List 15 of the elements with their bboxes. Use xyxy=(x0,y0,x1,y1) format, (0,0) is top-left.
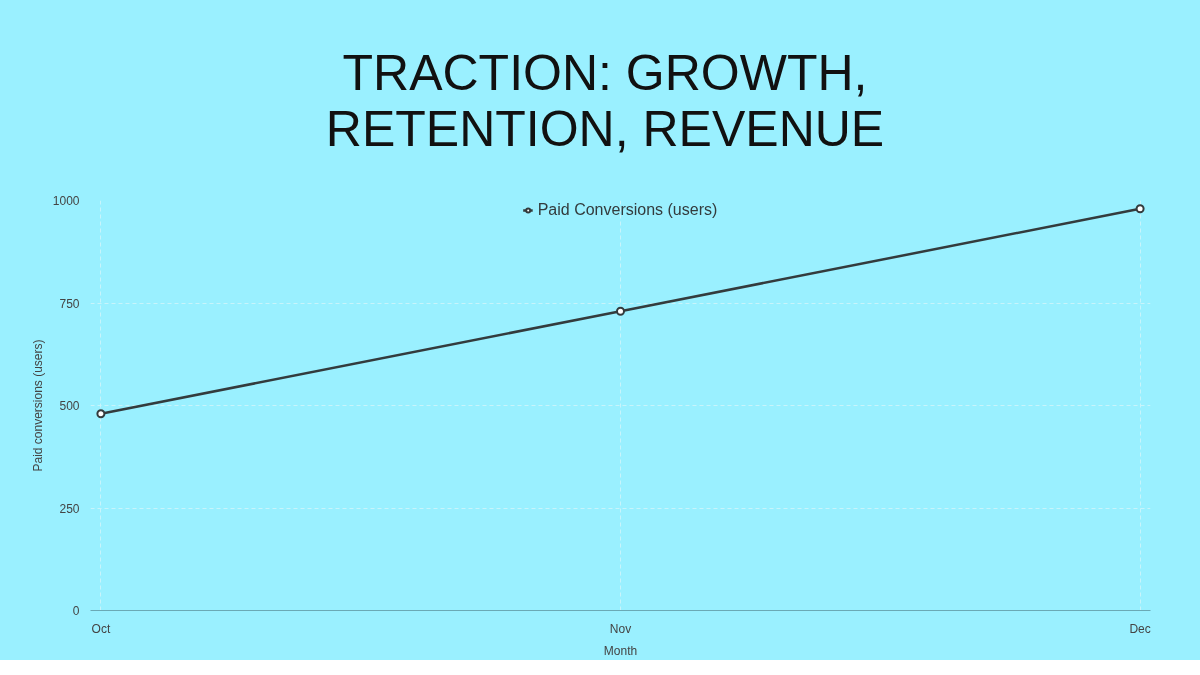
y-tick-label: 250 xyxy=(59,501,80,516)
x-axis-title: Month xyxy=(603,643,638,658)
y-tick-label: 500 xyxy=(59,399,80,413)
y-tick-label: 0 xyxy=(72,604,80,618)
point xyxy=(96,409,106,419)
y-tick-label: 750 xyxy=(59,296,80,311)
legend-label: Paid Conversions (users) xyxy=(537,201,718,219)
point xyxy=(1135,204,1145,214)
y-axis-title: Paid conversions (users) xyxy=(30,339,45,472)
point xyxy=(616,306,625,316)
x-tick-label: Oct xyxy=(91,621,111,636)
x-tick-label: Dec xyxy=(1129,621,1151,636)
x-tick-label: Nov xyxy=(609,621,632,636)
chart-title: TRACTION: GROWTH, RETENTION, REVENUE xyxy=(325,45,885,157)
y-tick-label: 1000 xyxy=(52,194,80,208)
